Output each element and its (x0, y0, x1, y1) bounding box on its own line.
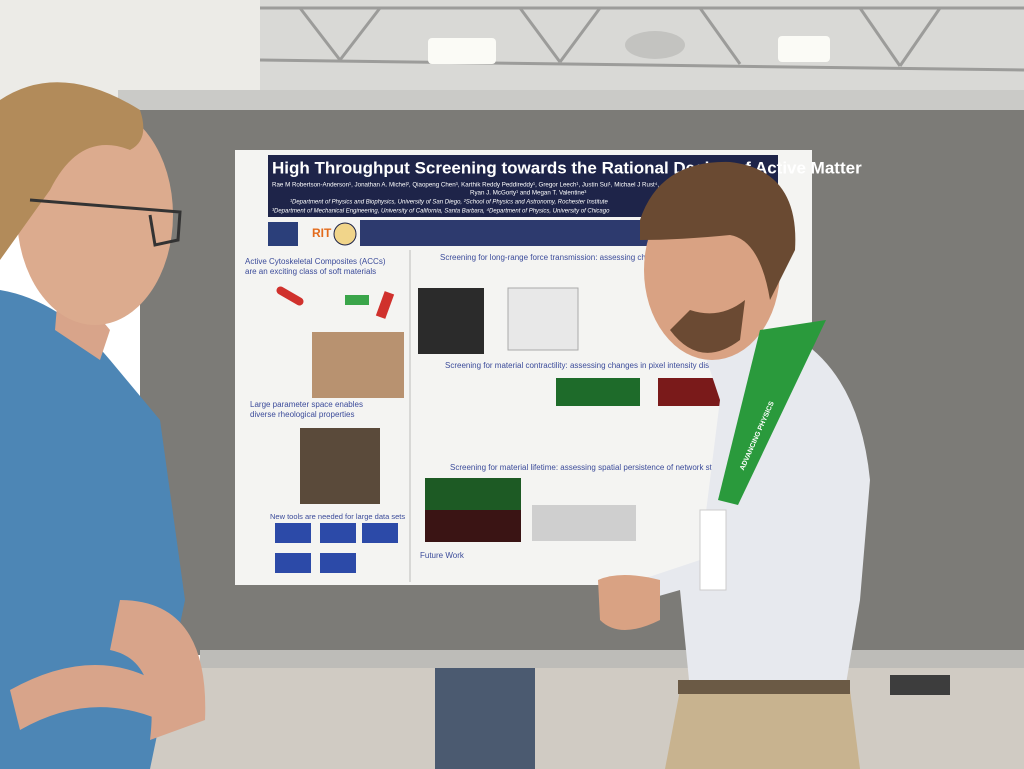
glasses (29, 198, 182, 247)
section-heading: Screening for material lifetime: assessi… (450, 463, 715, 472)
figure (425, 478, 521, 510)
section-heading: Active Cytoskeletal Composites (ACCs) (245, 257, 386, 266)
figure (658, 378, 724, 406)
figure-grid (312, 332, 404, 398)
background-shoes (890, 675, 950, 695)
flow-box (320, 553, 356, 573)
person-left-hair (0, 82, 144, 260)
figure (375, 291, 395, 319)
section-heading: are an exciting class of soft materials (245, 267, 376, 276)
logo-text: RIT (312, 226, 332, 240)
badge (699, 509, 727, 591)
logo (268, 222, 298, 246)
figure (300, 428, 380, 504)
person-left-arm (110, 600, 206, 740)
poster-title: High Throughput Screening towards the Ra… (272, 158, 862, 177)
poster-affiliation: ¹Department of Physics and Biophysics, U… (290, 200, 608, 206)
figure (507, 287, 579, 351)
board-frame (118, 90, 1024, 112)
vent (625, 31, 685, 59)
section-heading: diverse rheological properties (250, 410, 355, 419)
figure (425, 510, 521, 542)
logo (333, 222, 357, 246)
person-left-arm (10, 665, 170, 730)
section-heading: Future Work (420, 551, 465, 560)
poster-affiliation: ³Department of Mechanical Engineering, U… (272, 208, 610, 215)
ceiling-light (778, 36, 830, 62)
board-rail (200, 650, 1024, 668)
figure (556, 378, 640, 406)
person-right-hands (598, 575, 660, 630)
background-person-legs (435, 668, 535, 769)
figure (345, 295, 369, 305)
person-right-hair (640, 161, 796, 300)
section-heading: Screening for long-range force transmiss… (440, 253, 651, 262)
figure (276, 286, 304, 306)
beard (670, 300, 745, 353)
flow-box (320, 523, 356, 543)
lanyard (718, 320, 826, 505)
poster-authors: Ryan J. McGorty¹ and Megan T. Valentine³ (470, 190, 586, 197)
flow-box (362, 523, 398, 543)
figure (532, 505, 636, 541)
ceiling-light (428, 38, 496, 64)
person-right-pants (665, 690, 860, 769)
section-heading: Screening for material contractility: as… (445, 361, 721, 370)
person-right-shirt (640, 330, 870, 690)
flow-box (275, 553, 311, 573)
section-heading: New tools are needed for large data sets (270, 512, 405, 521)
belt (678, 680, 850, 694)
truss (259, 6, 1024, 72)
section-heading: Large parameter space enables (250, 400, 363, 409)
poster-authors: Rae M Robertson-Anderson¹, Jonathan A. M… (272, 182, 659, 189)
figure (418, 288, 484, 354)
flow-box (275, 523, 311, 543)
